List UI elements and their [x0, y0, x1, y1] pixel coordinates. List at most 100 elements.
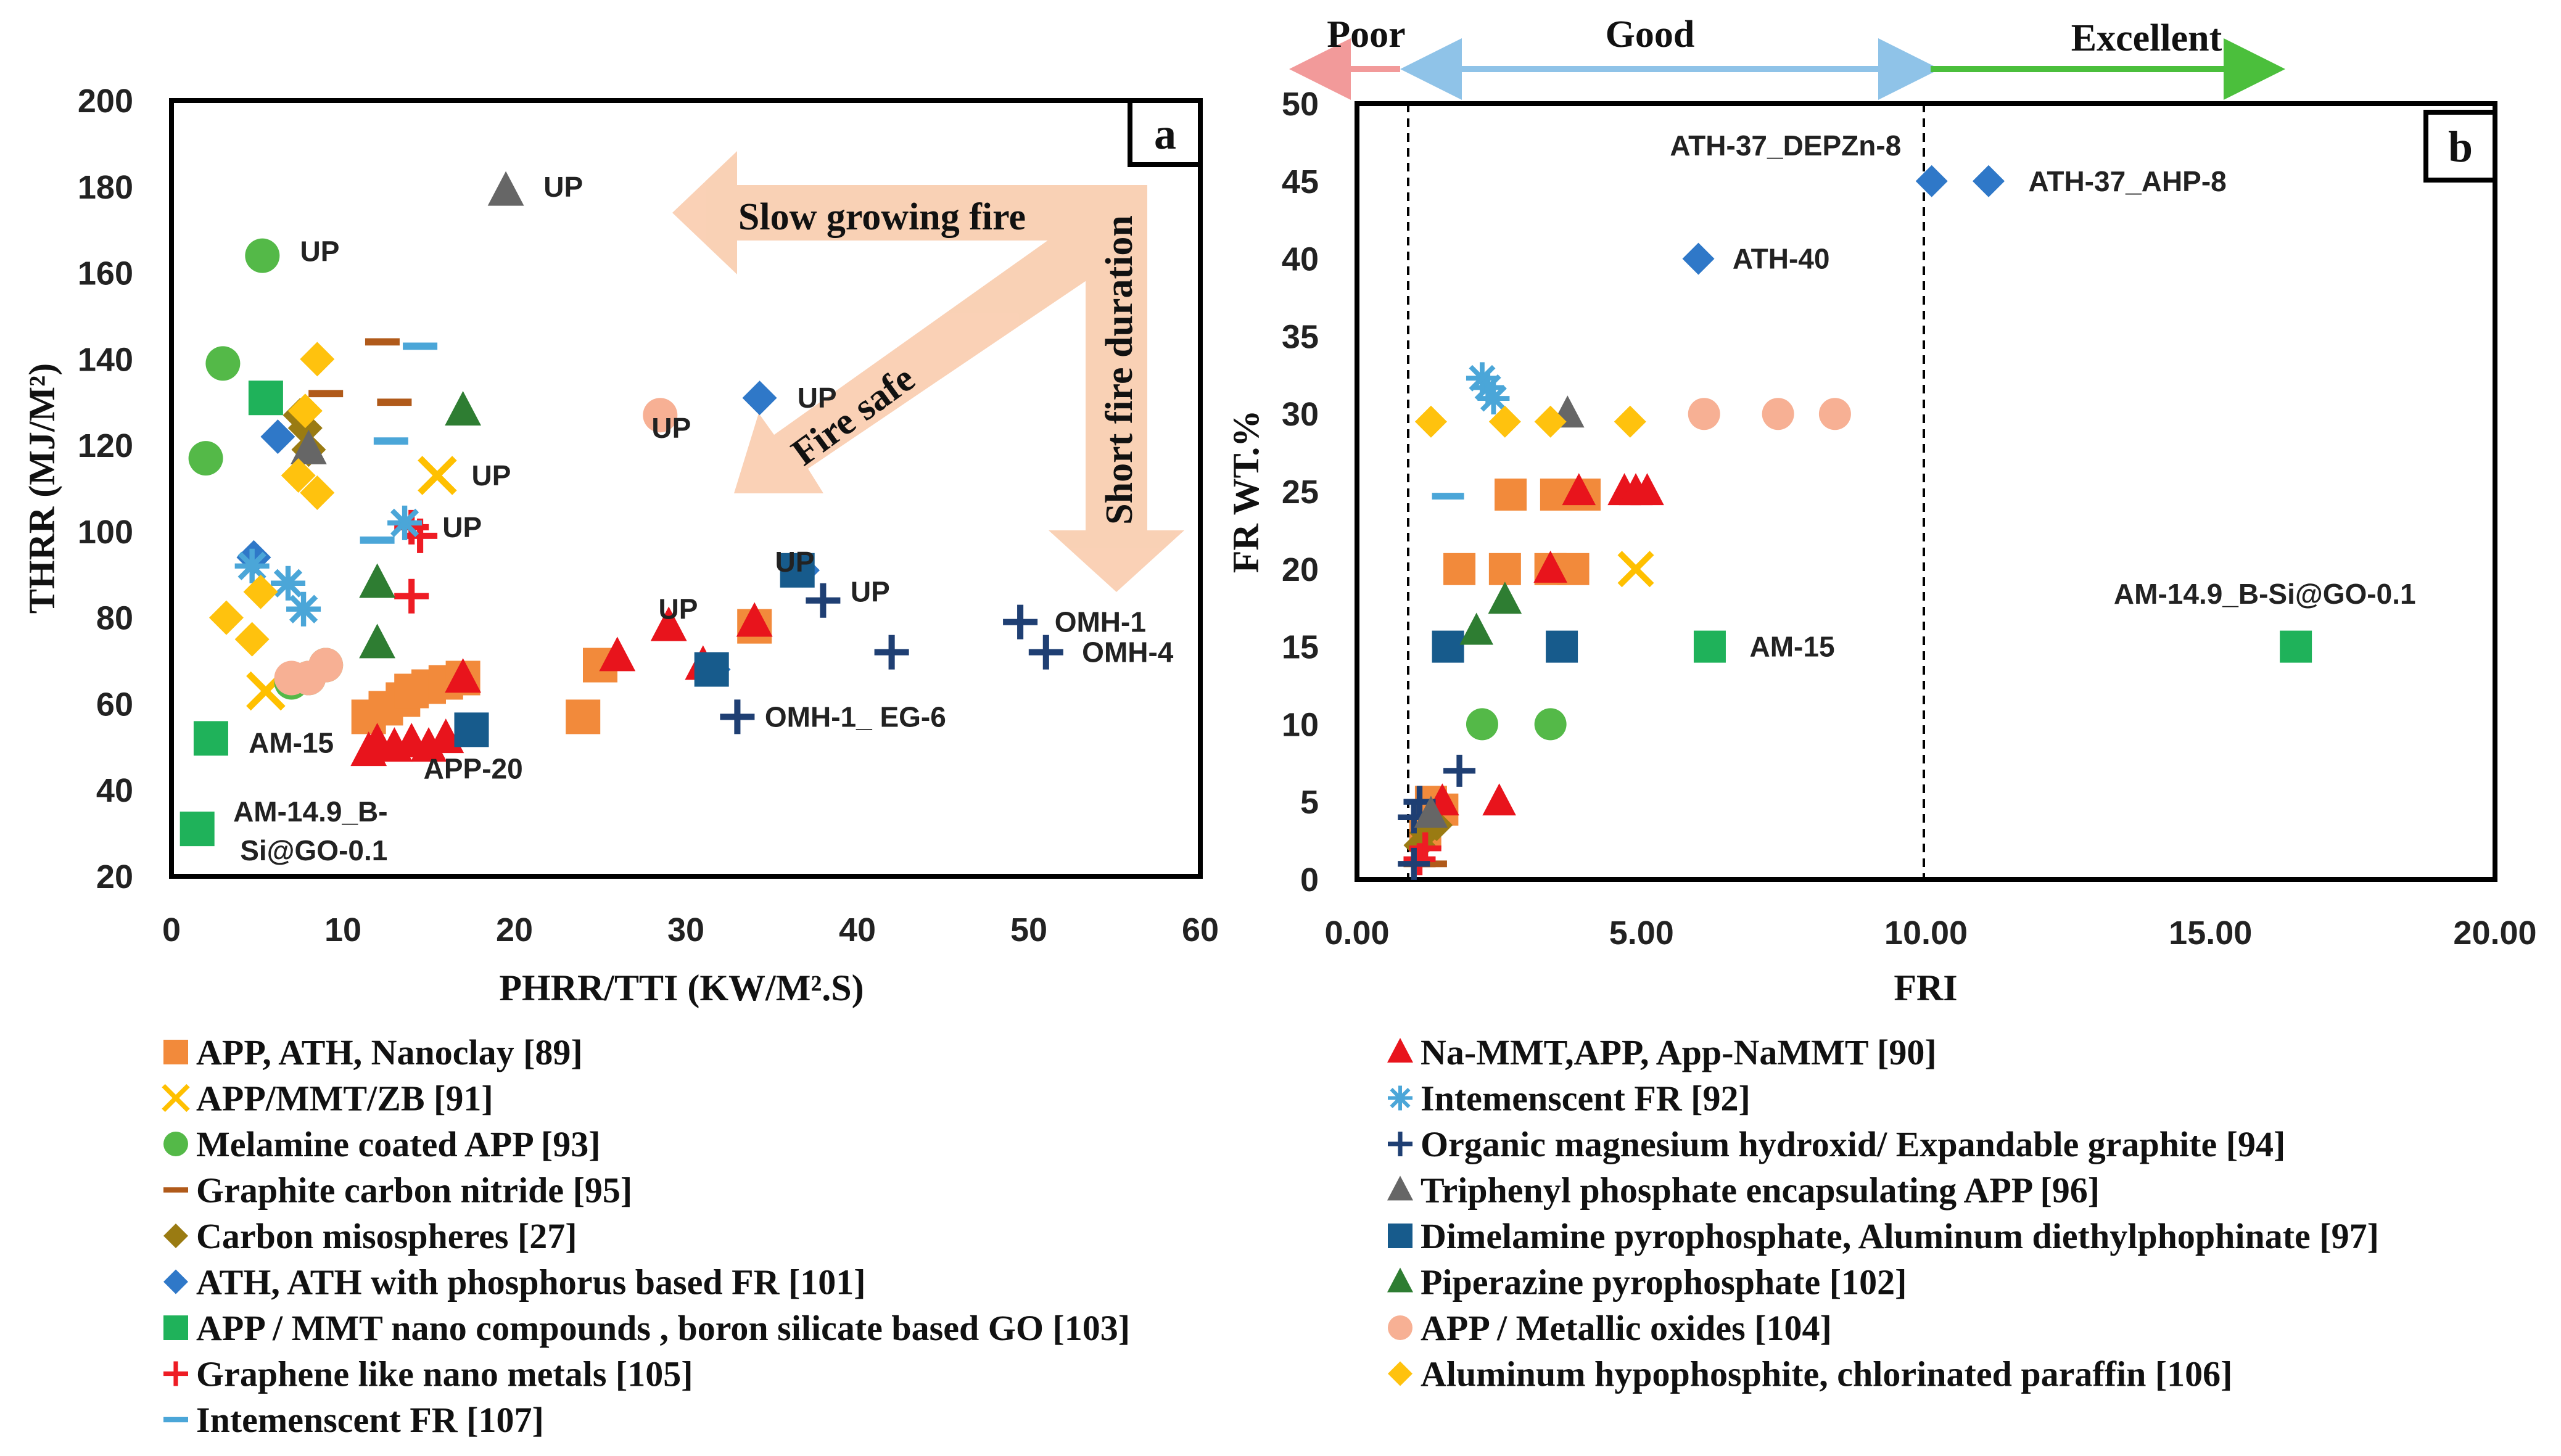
data-point-s94	[1398, 847, 1430, 880]
legend-marker-s94	[1388, 1132, 1412, 1156]
x-tick-label: 60	[1182, 911, 1219, 948]
data-point-s102	[1459, 612, 1494, 645]
x-tick-label: 0	[162, 911, 181, 948]
legend-label: Carbon misospheres [27]	[196, 1216, 577, 1256]
data-point-s94	[1028, 635, 1063, 670]
legend: APP, ATH, Nanoclay [89] APP/MMT/ZB [91] Me…	[162, 1032, 2379, 1440]
point-annotation: UP	[659, 593, 698, 625]
point-annotation: UP	[442, 511, 482, 543]
x-tick-label: 10.00	[1884, 915, 1968, 952]
point-annotation: UP	[651, 412, 691, 444]
data-point-s92	[234, 548, 270, 583]
data-point-s90	[650, 606, 687, 641]
data-point-s102	[359, 623, 395, 659]
legend-label: APP / Metallic oxides [104]	[1421, 1308, 1832, 1348]
data-point-s93	[245, 238, 280, 273]
point-annotation: AM-14.9_B-	[233, 796, 388, 828]
data-point-s90	[1482, 783, 1516, 816]
fire-arrows	[672, 151, 1184, 592]
legend-marker-s89	[163, 1040, 188, 1064]
data-point-s104	[1762, 398, 1794, 430]
data-point-s89	[1488, 553, 1521, 585]
legend-marker-s103	[163, 1315, 188, 1340]
x-tick-label: 0.00	[1324, 915, 1389, 952]
data-point-s103	[248, 380, 283, 416]
point-annotation: ATH-37_AHP-8	[2029, 165, 2227, 197]
point-annotation: ATH-37_DEPZn-8	[1670, 130, 1901, 162]
legend-marker-s93	[163, 1132, 188, 1156]
legend-label: Organic magnesium hydroxid/ Expandable g…	[1421, 1124, 2285, 1164]
legend-marker-s27	[163, 1224, 188, 1248]
point-annotation: AM-15	[1750, 631, 1835, 663]
legend-marker-s101	[163, 1269, 188, 1294]
x-tick-label: 20.00	[2453, 915, 2536, 952]
legend-label: Graphite carbon nitride [95]	[196, 1170, 632, 1211]
zone-excellent: Excellent	[2071, 17, 2222, 59]
y-ticks-b: 0 5 10 15 20 25 30 35 40 45 50	[1282, 86, 1319, 899]
panel-b-badge	[2423, 110, 2497, 183]
point-annotation: UP	[472, 459, 511, 492]
y-tick-label: 35	[1282, 318, 1319, 355]
data-point-s90	[736, 602, 773, 637]
zone-poor: Poor	[1327, 14, 1405, 56]
y-tick-label: 5	[1300, 784, 1319, 821]
data-point-s94	[720, 699, 755, 734]
points-a	[179, 171, 1063, 847]
data-point-s102	[359, 563, 395, 598]
legend-label: APP / MMT nano compounds , boron silicat…	[196, 1308, 1130, 1348]
annotations-b: ATH-37_DEPZn-8 ATH-37_AHP-8 ATH-40 AM-15 AM-…	[1670, 130, 2415, 663]
legend-marker-s91	[162, 1084, 190, 1113]
legend-label: ATH, ATH with phosphorus based FR [101]	[196, 1262, 866, 1302]
y-tick-label: 160	[78, 255, 133, 292]
y-tick-label: 45	[1282, 163, 1319, 200]
plot-frame-b	[1355, 101, 2497, 882]
data-point-s106	[1488, 405, 1521, 438]
legend-marker-s92	[1388, 1085, 1412, 1111]
legend-label: Graphene like nano metals [105]	[196, 1354, 693, 1394]
data-point-s103	[2280, 630, 2312, 663]
arrow-label-short: Short fire duration	[1099, 215, 1140, 525]
y-ticks-a: 20 40 60 80 100 120 140 160 180 200	[78, 83, 133, 895]
y-tick-label: 200	[78, 83, 133, 120]
data-point-s93	[205, 346, 241, 381]
x-tick-label: 10	[324, 911, 361, 948]
y-axis-label-a: THRR (MJ/M²)	[22, 363, 62, 614]
data-point-s101	[1915, 165, 1948, 197]
legend-label: Aluminum hypophosphite, chlorinated para…	[1421, 1354, 2232, 1394]
data-point-s101	[1972, 165, 2005, 197]
x-axis-label-a: PHRR/TTI (KW/M².S)	[499, 968, 864, 1008]
legend-label: Na-MMT,APP, App-NaMMT [90]	[1421, 1032, 1937, 1072]
legend-marker-s97	[1388, 1224, 1412, 1248]
data-point-s106	[1534, 405, 1567, 438]
arrow-label-slow: Slow growing fire	[738, 196, 1026, 238]
data-point-s106	[243, 574, 278, 609]
data-point-s89	[1443, 553, 1476, 585]
data-point-s106	[281, 458, 316, 493]
data-point-s102	[445, 391, 481, 426]
data-point-s94	[874, 635, 909, 670]
data-point-s89	[1540, 479, 1572, 511]
point-annotation: UP	[775, 546, 815, 578]
legend-label: Dimelamine pyrophosphate, Aluminum dieth…	[1421, 1216, 2379, 1256]
x-tick-label: 15.00	[2169, 915, 2252, 952]
data-point-s104	[643, 398, 678, 433]
y-axis-label-b: FR WT.%	[1226, 410, 1266, 573]
data-point-s90	[599, 636, 636, 672]
data-point-s92	[1466, 362, 1498, 395]
data-point-s91	[418, 456, 457, 495]
data-point-s106	[208, 600, 244, 635]
zone-good: Good	[1606, 14, 1695, 56]
data-point-s93	[1534, 708, 1567, 741]
data-point-s101	[742, 380, 777, 416]
data-point-s106	[300, 475, 335, 510]
panel-a-badge	[1128, 98, 1203, 167]
point-annotation: UP	[300, 236, 340, 268]
x-axis-label-b: FRI	[1894, 968, 1957, 1008]
data-point-s94	[1443, 754, 1476, 787]
data-point-s91	[1617, 551, 1654, 588]
data-point-s96	[1414, 796, 1448, 828]
data-point-s103	[193, 721, 228, 756]
data-point-s97	[1432, 630, 1464, 663]
point-annotation: Si@GO-0.1	[240, 834, 387, 866]
data-point-s106	[287, 393, 323, 429]
